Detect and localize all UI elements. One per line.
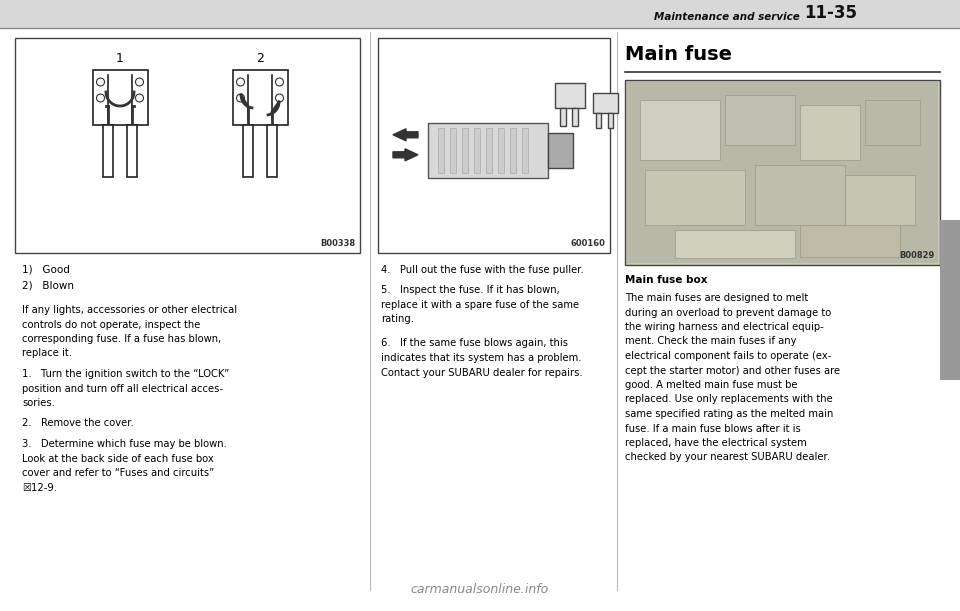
Bar bbox=[940, 220, 960, 380]
Text: 11-35: 11-35 bbox=[804, 4, 857, 22]
Text: position and turn off all electrical acces-: position and turn off all electrical acc… bbox=[22, 384, 223, 393]
Circle shape bbox=[135, 78, 143, 86]
Bar bbox=[593, 93, 618, 113]
Bar bbox=[474, 128, 480, 173]
Text: indicates that its system has a problem.: indicates that its system has a problem. bbox=[381, 353, 582, 363]
Text: Contact your SUBARU dealer for repairs.: Contact your SUBARU dealer for repairs. bbox=[381, 367, 583, 378]
Bar bbox=[548, 133, 573, 168]
Polygon shape bbox=[393, 129, 418, 141]
Text: 3.   Determine which fuse may be blown.: 3. Determine which fuse may be blown. bbox=[22, 439, 227, 449]
Bar bbox=[865, 100, 920, 145]
Text: 5.   Inspect the fuse. If it has blown,: 5. Inspect the fuse. If it has blown, bbox=[381, 285, 560, 295]
Bar bbox=[267, 125, 277, 177]
Text: replace it with a spare fuse of the same: replace it with a spare fuse of the same bbox=[381, 299, 579, 310]
Bar bbox=[572, 108, 578, 126]
Bar bbox=[428, 123, 548, 178]
Bar bbox=[555, 83, 585, 108]
Text: Main fuse: Main fuse bbox=[625, 45, 732, 64]
Bar bbox=[378, 38, 610, 253]
Bar bbox=[103, 125, 113, 177]
Text: The main fuses are designed to melt: The main fuses are designed to melt bbox=[625, 293, 808, 303]
Bar bbox=[608, 113, 613, 128]
Bar bbox=[800, 225, 900, 257]
Text: 2.   Remove the cover.: 2. Remove the cover. bbox=[22, 419, 133, 428]
Text: 1: 1 bbox=[116, 52, 124, 65]
Bar bbox=[243, 125, 253, 177]
Text: 2: 2 bbox=[256, 52, 264, 65]
Text: during an overload to prevent damage to: during an overload to prevent damage to bbox=[625, 307, 831, 318]
Bar bbox=[560, 108, 566, 126]
Bar bbox=[438, 128, 444, 173]
Text: 2)   Blown: 2) Blown bbox=[22, 281, 74, 291]
Text: 1.   Turn the ignition switch to the “LOCK”: 1. Turn the ignition switch to the “LOCK… bbox=[22, 369, 229, 379]
Bar bbox=[462, 128, 468, 173]
Bar bbox=[800, 105, 860, 160]
Text: ment. Check the main fuses if any: ment. Check the main fuses if any bbox=[625, 337, 797, 346]
Text: fuse. If a main fuse blows after it is: fuse. If a main fuse blows after it is bbox=[625, 423, 801, 433]
Text: ☒12-9.: ☒12-9. bbox=[22, 483, 57, 492]
Text: replace it.: replace it. bbox=[22, 348, 72, 359]
Bar bbox=[596, 113, 601, 128]
Text: If any lights, accessories or other electrical: If any lights, accessories or other elec… bbox=[22, 305, 237, 315]
Text: B00338: B00338 bbox=[320, 239, 355, 248]
Text: corresponding fuse. If a fuse has blown,: corresponding fuse. If a fuse has blown, bbox=[22, 334, 221, 344]
Text: replaced, have the electrical system: replaced, have the electrical system bbox=[625, 438, 806, 448]
Text: Look at the back side of each fuse box: Look at the back side of each fuse box bbox=[22, 453, 214, 464]
Bar bbox=[640, 100, 720, 160]
Bar bbox=[15, 38, 360, 253]
Bar bbox=[522, 128, 528, 173]
Circle shape bbox=[236, 78, 245, 86]
Text: 4.   Pull out the fuse with the fuse puller.: 4. Pull out the fuse with the fuse pulle… bbox=[381, 265, 584, 275]
Bar bbox=[486, 128, 492, 173]
Circle shape bbox=[97, 94, 105, 102]
Text: B00829: B00829 bbox=[900, 251, 935, 260]
Bar bbox=[0, 0, 960, 28]
Text: 600160: 600160 bbox=[570, 239, 605, 248]
Bar bbox=[625, 80, 940, 265]
Text: good. A melted main fuse must be: good. A melted main fuse must be bbox=[625, 380, 798, 390]
Text: sories.: sories. bbox=[22, 398, 55, 408]
Bar bbox=[725, 95, 795, 145]
Bar bbox=[645, 170, 745, 225]
Circle shape bbox=[236, 94, 245, 102]
Bar bbox=[450, 128, 456, 173]
Circle shape bbox=[276, 78, 283, 86]
Text: cover and refer to “Fuses and circuits”: cover and refer to “Fuses and circuits” bbox=[22, 468, 214, 478]
Text: replaced. Use only replacements with the: replaced. Use only replacements with the bbox=[625, 395, 832, 404]
Text: Maintenance and service: Maintenance and service bbox=[655, 12, 800, 22]
Bar bbox=[755, 165, 845, 225]
Text: Main fuse box: Main fuse box bbox=[625, 275, 708, 285]
Bar bbox=[627, 82, 938, 263]
Bar bbox=[92, 70, 148, 125]
Circle shape bbox=[97, 78, 105, 86]
Text: same specified rating as the melted main: same specified rating as the melted main bbox=[625, 409, 833, 419]
Text: 6.   If the same fuse blows again, this: 6. If the same fuse blows again, this bbox=[381, 338, 568, 348]
Circle shape bbox=[135, 94, 143, 102]
Bar bbox=[845, 175, 915, 225]
Bar bbox=[127, 125, 137, 177]
Bar bbox=[675, 230, 795, 258]
Bar bbox=[498, 128, 504, 173]
Bar bbox=[232, 70, 287, 125]
Text: cept the starter motor) and other fuses are: cept the starter motor) and other fuses … bbox=[625, 365, 840, 376]
Text: rating.: rating. bbox=[381, 314, 414, 324]
Text: electrical component fails to operate (ex-: electrical component fails to operate (e… bbox=[625, 351, 831, 361]
Circle shape bbox=[276, 94, 283, 102]
Text: checked by your nearest SUBARU dealer.: checked by your nearest SUBARU dealer. bbox=[625, 453, 830, 463]
Text: controls do not operate, inspect the: controls do not operate, inspect the bbox=[22, 320, 201, 329]
Text: carmanualsonline.info: carmanualsonline.info bbox=[411, 583, 549, 596]
Text: the wiring harness and electrical equip-: the wiring harness and electrical equip- bbox=[625, 322, 824, 332]
Text: 1)   Good: 1) Good bbox=[22, 265, 70, 275]
Bar bbox=[510, 128, 516, 173]
Polygon shape bbox=[393, 149, 418, 161]
